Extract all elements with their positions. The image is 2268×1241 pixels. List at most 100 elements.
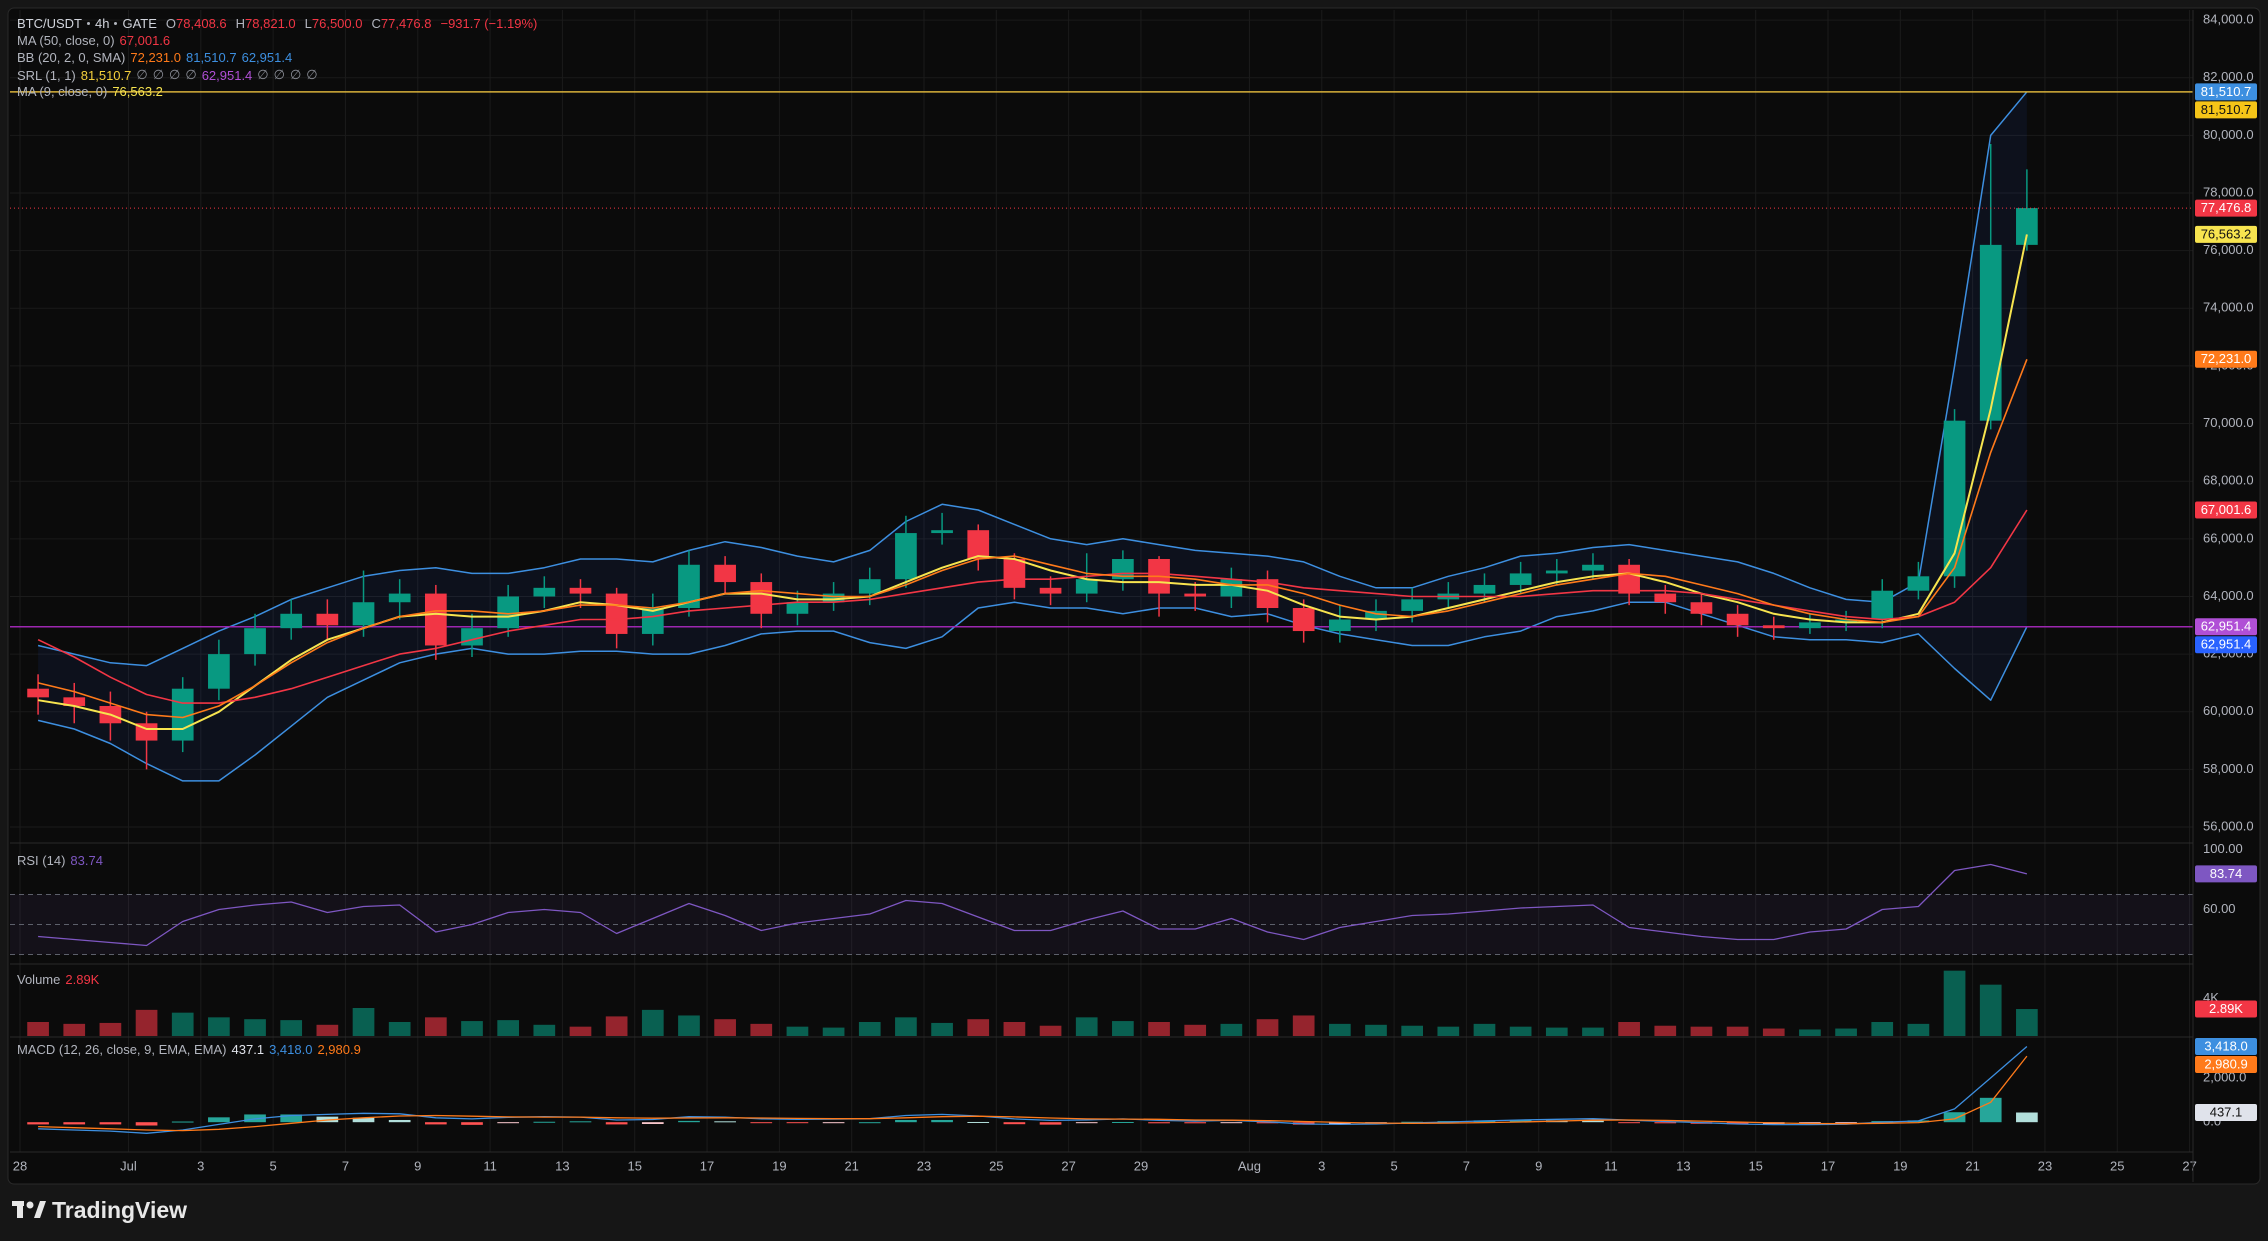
y-tick-label: 56,000.0 <box>2203 818 2254 833</box>
price-tag <box>2195 83 2257 101</box>
macd-histogram-bar <box>1726 1122 1749 1125</box>
macd-histogram-bar <box>1943 1112 1966 1123</box>
indicator-value: ∅ <box>306 67 318 82</box>
indicator-legend: SRL (1, 1) 81,510.7 ∅ ∅ ∅ ∅ 62,951.4 ∅ ∅ ∅ ∅ <box>17 67 318 83</box>
price-tag <box>2195 501 2257 519</box>
volume-bar <box>1943 970 1966 1036</box>
price-tag-label: 81,510.7 <box>2201 84 2252 99</box>
volume-bar <box>280 1020 303 1036</box>
indicator-value: ∅ <box>289 67 302 82</box>
candle-body <box>1220 579 1243 597</box>
volume-bar <box>1039 1025 1062 1036</box>
x-tick-label: 3 <box>1318 1158 1325 1173</box>
macd-legend: MACD (12, 26, close, 9, EMA, EMA) 437.1 3,… <box>17 1042 361 1057</box>
candle-body <box>1582 564 1604 571</box>
signal-line <box>38 1055 2028 1132</box>
volume-bar <box>2016 1009 2038 1036</box>
price-tag-label: 67,001.6 <box>2201 502 2252 517</box>
price-tag <box>2195 225 2257 243</box>
price-tag-label: 2,980.9 <box>2204 1056 2247 1071</box>
volume-bar <box>858 1022 881 1036</box>
price-tag <box>2195 865 2257 883</box>
macd-histogram-bar <box>1039 1122 1062 1125</box>
macd-histogram-bar <box>461 1122 483 1125</box>
indicator-name: BB (20, 2, 0, SMA) <box>17 50 126 65</box>
candle-body <box>750 582 773 614</box>
macd-histogram-bar <box>1112 1121 1134 1123</box>
indicator-value: ∅ <box>257 67 269 82</box>
x-tick-label: 28 <box>13 1158 27 1173</box>
macd-histogram-bar <box>1835 1122 1857 1124</box>
candle-body <box>27 688 49 698</box>
indicator-value: 2,980.9 <box>317 1042 361 1057</box>
macd-histogram-bar <box>967 1121 990 1123</box>
indicator-legend: MA (50, close, 0) 67,001.6 <box>17 33 170 48</box>
candle-body <box>1762 625 1785 629</box>
macd-histogram-bar <box>208 1117 230 1123</box>
volume-bar <box>135 1009 158 1036</box>
macd-histogram-bar <box>99 1122 122 1125</box>
macd-histogram-bar <box>750 1122 773 1124</box>
indicator-value: 83.74 <box>70 853 103 868</box>
volume-bar <box>352 1008 375 1036</box>
x-tick-label: 23 <box>917 1158 931 1173</box>
price-tag-label: 83.74 <box>2210 866 2243 881</box>
logo-part <box>34 1201 46 1218</box>
x-tick-label: 19 <box>772 1158 786 1173</box>
macd-histogram-bar <box>1799 1122 1821 1124</box>
candle-body <box>1726 613 1749 626</box>
x-tick-label: 15 <box>1748 1158 1762 1173</box>
candle-body <box>1943 420 1966 577</box>
separator <box>87 22 90 25</box>
macd-histogram-bar <box>1184 1122 1207 1124</box>
band-upper <box>37 91 2028 667</box>
volume-bar <box>1473 1023 1496 1036</box>
volume-bar <box>1184 1024 1207 1036</box>
macd-histogram-bar <box>27 1122 49 1125</box>
change: −931.7 (−1.19%) <box>440 16 538 31</box>
volume-bar <box>1112 1021 1134 1036</box>
logo-part <box>26 1201 34 1209</box>
indicator-name: MACD (12, 26, close, 9, EMA, EMA) <box>17 1042 227 1057</box>
candle-body <box>497 596 520 629</box>
candle-body <box>1979 244 2002 421</box>
indicator-name: Volume <box>17 972 61 987</box>
x-tick-label: 5 <box>1390 1158 1397 1173</box>
candle-body <box>1799 622 1821 629</box>
volume-bar <box>533 1024 556 1036</box>
price-tags: 81,510.7 81,510.7 77,476.8 76,563.2 72,231.0… <box>2195 83 2257 1122</box>
moving-average <box>37 509 2028 704</box>
volume-bar <box>1799 1029 1821 1036</box>
candle-body <box>714 564 736 583</box>
ohlc-label: O <box>165 16 177 31</box>
x-tick-label: 11 <box>1604 1158 1618 1173</box>
candle-body <box>605 593 628 634</box>
y-tick-label: 64,000.0 <box>2203 588 2254 603</box>
macd-histogram-bar <box>1618 1122 1640 1124</box>
macd-histogram-bar <box>786 1122 809 1124</box>
symbol: BTC/USDT <box>17 16 82 31</box>
y-tick-label: 80,000.0 <box>2203 127 2254 142</box>
volume-bar <box>208 1017 230 1036</box>
volume-bar <box>244 1019 266 1036</box>
candle-body <box>352 602 375 626</box>
volume-bar <box>822 1027 845 1036</box>
indicator-value: ∅ <box>185 67 197 82</box>
price-tag <box>2195 1000 2257 1018</box>
y-tick-label: 60,000.0 <box>2203 703 2254 718</box>
volume-bar <box>1618 1022 1640 1036</box>
exchange: GATE <box>122 16 157 31</box>
x-tick-label: 7 <box>342 1158 349 1173</box>
candle-body <box>1003 559 1026 588</box>
price-tag-label: 62,951.4 <box>2201 637 2252 652</box>
ohlc-item: O78,408.6 <box>166 16 227 31</box>
ohlc-item: H78,821.0 <box>236 16 296 31</box>
candle-body <box>1907 576 1930 591</box>
candle-body <box>1473 584 1496 594</box>
volume-legend: Volume 2.89K <box>17 972 99 987</box>
x-tick-label: 29 <box>1134 1158 1148 1173</box>
macd-histogram-bar <box>352 1117 375 1123</box>
candle-body <box>967 530 990 560</box>
price-tag-label: 437.1 <box>2210 1104 2243 1119</box>
price-tag-label: 72,231.0 <box>2201 351 2252 366</box>
